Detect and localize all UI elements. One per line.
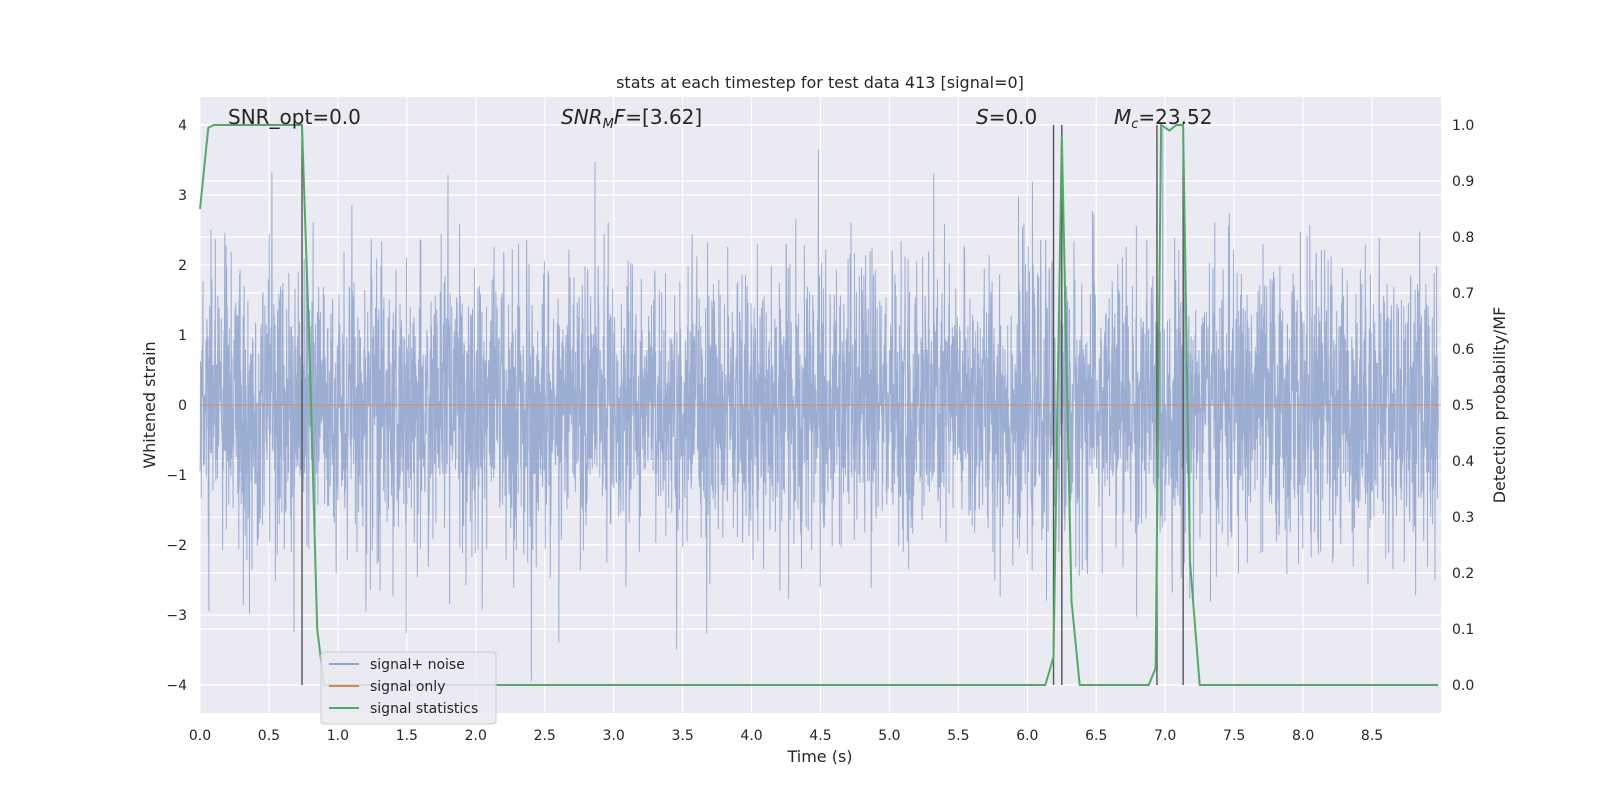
x-tick-label: 3.0 <box>603 728 625 744</box>
y-tick-label: 0 <box>178 398 187 414</box>
x-tick-label: 5.5 <box>947 728 969 744</box>
x-tick-label: 1.0 <box>327 728 349 744</box>
legend-label-signal-only: signal only <box>370 679 445 695</box>
chart-title: stats at each timestep for test data 413… <box>616 73 1024 92</box>
x-tick-labels: 0.0 0.5 1.0 1.5 2.0 2.5 3.0 3.5 4.0 4.5 5.0 5.5 6.0 6… <box>189 728 1383 744</box>
x-tick-label: 2.0 <box>465 728 487 744</box>
noise-trace <box>199 128 1439 682</box>
x-tick-label: 8.0 <box>1292 728 1314 744</box>
y-tick-label: −4 <box>166 678 187 694</box>
x-tick-label: 6.0 <box>1016 728 1038 744</box>
x-axis-label: Time (s) <box>786 747 852 766</box>
x-tick-label: 0.5 <box>258 728 280 744</box>
y-right-tick-labels: 0.0 0.1 0.2 0.3 0.4 0.5 0.6 0.7 0.8 0.9 1.0 <box>1452 118 1474 694</box>
legend-label-signal-noise: signal+ noise <box>370 657 465 673</box>
x-tick-label: 4.5 <box>809 728 831 744</box>
y-tick-label: −1 <box>166 468 187 484</box>
annotation-s: S=0.0 <box>976 105 1037 129</box>
y-tick-label: −3 <box>166 608 187 624</box>
y-right-tick-label: 0.6 <box>1452 342 1474 358</box>
y-right-tick-label: 0.1 <box>1452 622 1474 638</box>
y-right-tick-label: 0.5 <box>1452 398 1474 414</box>
signal-statistics-line <box>199 123 1439 686</box>
annotation-snr-mf: SNRMF=[3.62] <box>561 105 702 132</box>
annotation-snr-opt: SNR_opt=0.0 <box>228 105 361 129</box>
series-signal-noise <box>199 128 1439 682</box>
y-right-tick-label: 0.9 <box>1452 174 1474 190</box>
y-right-tick-label: 0.3 <box>1452 510 1474 526</box>
y-tick-label: 4 <box>178 118 187 134</box>
y-tick-labels: −4 −3 −2 −1 0 1 2 3 4 <box>166 118 187 694</box>
x-tick-label: 3.5 <box>671 728 693 744</box>
y-right-tick-label: 0.8 <box>1452 230 1474 246</box>
y-axis-label: Whitened strain <box>140 341 159 468</box>
y-right-tick-label: 0.0 <box>1452 678 1474 694</box>
x-tick-label: 1.5 <box>396 728 418 744</box>
x-tick-label: 7.0 <box>1154 728 1176 744</box>
x-tick-label: 2.5 <box>534 728 556 744</box>
x-tick-label: 0.0 <box>189 728 211 744</box>
annotation-mc: Mc=23.52 <box>1114 105 1212 132</box>
series-signal-statistics <box>199 123 1439 686</box>
x-tick-label: 8.5 <box>1361 728 1383 744</box>
y-tick-label: 3 <box>178 188 187 204</box>
y-right-tick-label: 0.2 <box>1452 566 1474 582</box>
x-tick-label: 5.0 <box>878 728 900 744</box>
y-tick-label: 2 <box>178 258 187 274</box>
y-right-axis-label: Detection probability/MF <box>1490 307 1509 504</box>
x-tick-label: 4.0 <box>740 728 762 744</box>
y-right-tick-label: 0.4 <box>1452 454 1474 470</box>
legend-box <box>320 651 497 725</box>
legend-label-signal-statistics: signal statistics <box>370 701 478 717</box>
x-tick-label: 6.5 <box>1085 728 1107 744</box>
y-right-tick-label: 0.7 <box>1452 286 1474 302</box>
y-tick-label: −2 <box>166 538 187 554</box>
x-tick-label: 7.5 <box>1223 728 1245 744</box>
y-right-tick-label: 1.0 <box>1452 118 1474 134</box>
y-tick-label: 1 <box>178 328 187 344</box>
legend: signal+ noise signal only signal statist… <box>320 651 497 725</box>
